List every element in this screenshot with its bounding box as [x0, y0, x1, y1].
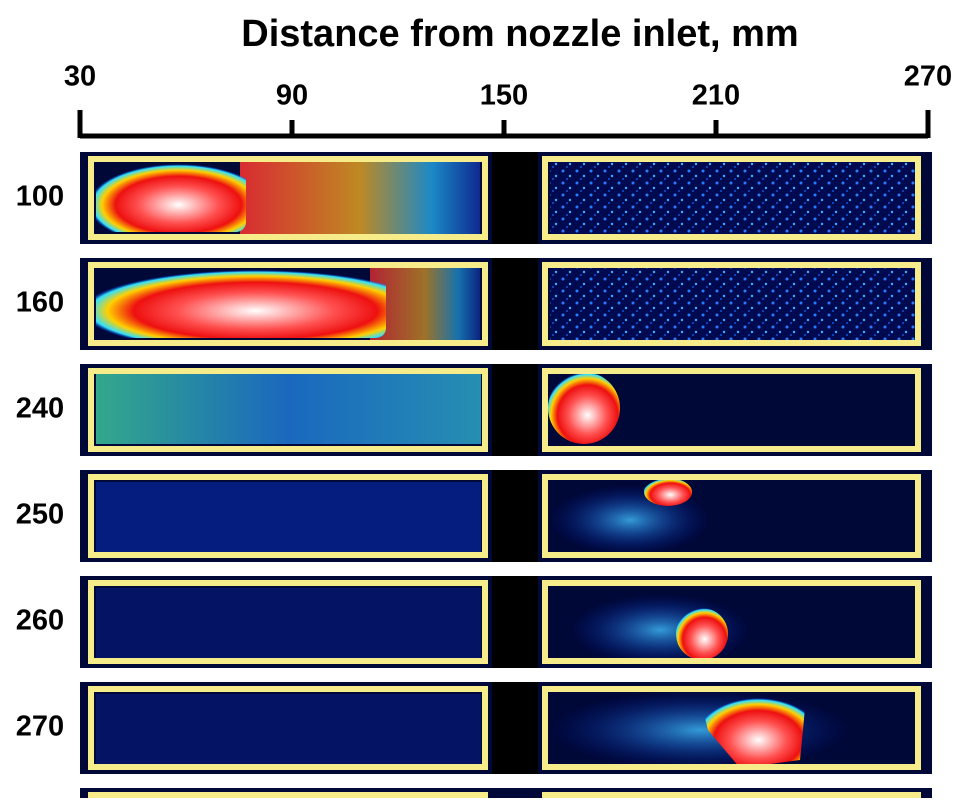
window-frame	[542, 262, 921, 346]
window-frame	[88, 792, 488, 803]
plume	[96, 694, 481, 764]
window-frame	[88, 368, 488, 452]
row-label: 160	[16, 287, 64, 319]
window-frame	[88, 156, 488, 240]
plume	[700, 698, 806, 768]
image-strip	[80, 258, 932, 350]
image-strip	[80, 682, 932, 774]
row-label: 260	[16, 605, 64, 637]
window-frame	[542, 792, 921, 803]
plume	[550, 162, 920, 234]
image-strip	[80, 152, 932, 244]
x-tick-label: 30	[64, 61, 96, 93]
strip-gap	[492, 152, 538, 244]
image-strip	[80, 470, 932, 562]
plume	[240, 162, 480, 234]
plume	[676, 608, 728, 660]
image-strip	[80, 576, 932, 668]
window-frame	[542, 580, 921, 664]
x-tick-label: 210	[692, 80, 740, 112]
window-frame	[88, 686, 488, 770]
plume	[644, 478, 692, 506]
plume	[550, 268, 920, 340]
image-strip	[80, 364, 932, 456]
window-frame	[542, 368, 921, 452]
x-tick-label: 270	[904, 61, 952, 93]
image-strip	[80, 788, 932, 803]
window-frame	[88, 580, 488, 664]
plume	[548, 372, 620, 444]
x-tick-label: 90	[276, 80, 308, 112]
window-frame	[542, 156, 921, 240]
plume	[96, 482, 481, 552]
window-frame	[88, 262, 488, 346]
x-tick-label: 150	[480, 80, 528, 112]
plume	[96, 588, 481, 658]
row-label: 240	[16, 393, 64, 425]
window-frame	[542, 474, 921, 558]
plume	[370, 268, 480, 340]
row-label: 270	[16, 711, 64, 743]
window-frame	[88, 474, 488, 558]
strip-gap	[492, 258, 538, 350]
row-label: 250	[16, 499, 64, 531]
plume	[96, 164, 246, 232]
axis-title: Distance from nozzle inlet, mm	[241, 13, 798, 55]
row-label: 100	[16, 181, 64, 213]
strip-gap	[492, 576, 538, 668]
strip-gap	[492, 682, 538, 774]
strip-gap	[492, 364, 538, 456]
plume	[96, 270, 386, 338]
plume	[96, 374, 481, 444]
window-frame	[542, 686, 921, 770]
strip-gap	[492, 470, 538, 562]
